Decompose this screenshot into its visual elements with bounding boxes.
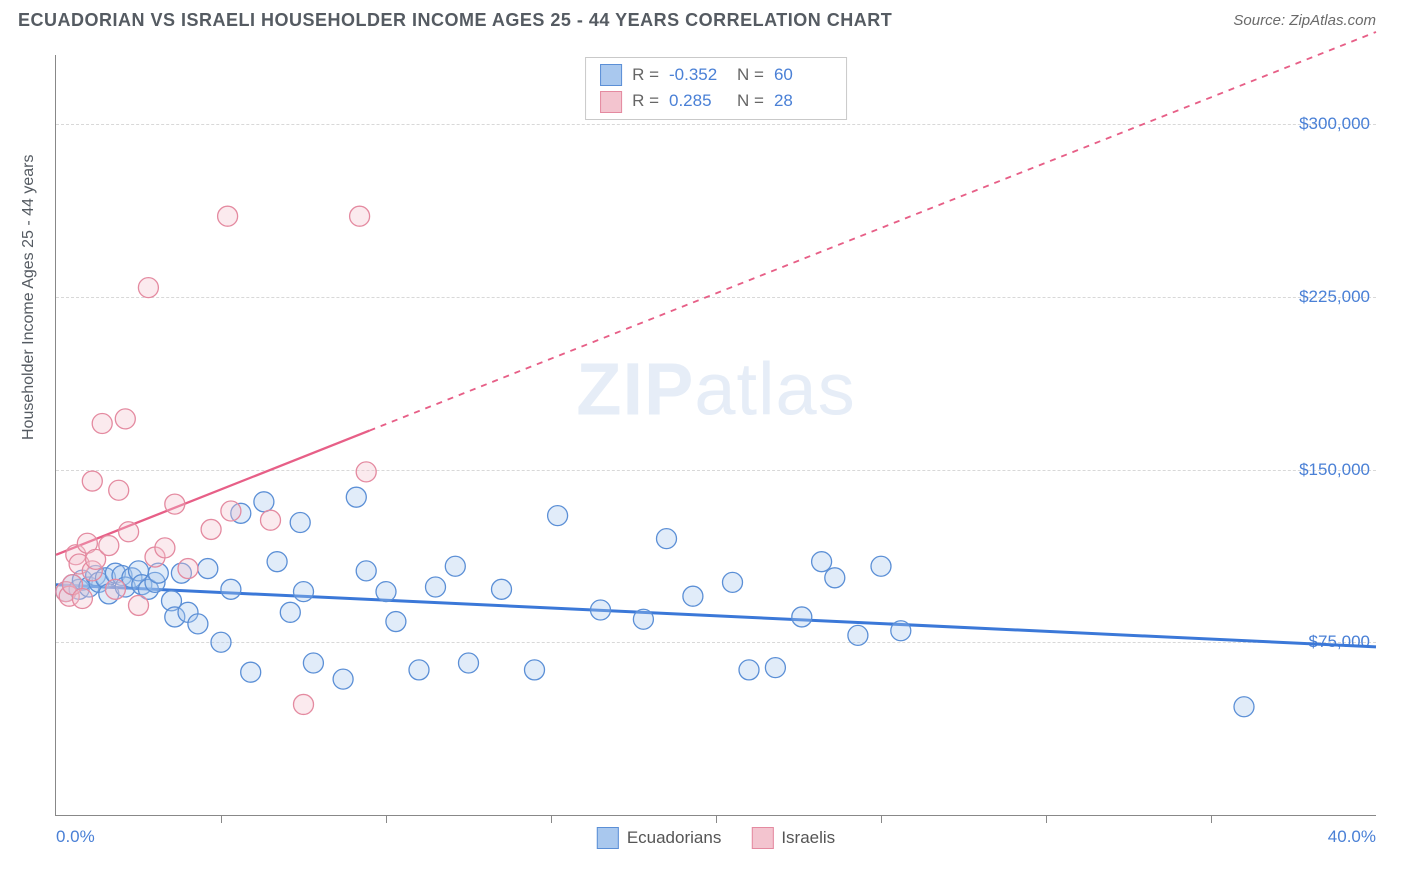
legend-label: Ecuadorians <box>627 828 722 848</box>
data-point <box>221 579 241 599</box>
data-point <box>792 607 812 627</box>
data-point <box>99 536 119 556</box>
chart-title: ECUADORIAN VS ISRAELI HOUSEHOLDER INCOME… <box>18 10 892 31</box>
data-point <box>155 538 175 558</box>
swatch-icon <box>597 827 619 849</box>
data-point <box>445 556 465 576</box>
data-point <box>201 519 221 539</box>
swatch-israelis <box>600 91 622 113</box>
data-point <box>211 632 231 652</box>
x-axis-tick <box>386 815 387 823</box>
data-point <box>409 660 429 680</box>
data-point <box>459 653 479 673</box>
data-point <box>129 595 149 615</box>
legend-correlation: R =-0.352 N =60 R =0.285 N =28 <box>585 57 847 120</box>
x-axis-tick <box>716 815 717 823</box>
data-point <box>633 609 653 629</box>
data-point <box>109 480 129 500</box>
data-point <box>119 522 139 542</box>
data-point <box>188 614 208 634</box>
legend-label: Israelis <box>781 828 835 848</box>
data-point <box>350 206 370 226</box>
data-point <box>165 494 185 514</box>
data-point <box>825 568 845 588</box>
data-point <box>178 559 198 579</box>
data-point <box>1234 697 1254 717</box>
data-point <box>891 621 911 641</box>
legend-row-israelis: R =0.285 N =28 <box>600 88 832 114</box>
data-point <box>426 577 446 597</box>
data-point <box>82 471 102 491</box>
legend-item: Israelis <box>751 827 835 849</box>
data-point <box>72 589 92 609</box>
data-point <box>492 579 512 599</box>
data-point <box>871 556 891 576</box>
data-point <box>591 600 611 620</box>
data-point <box>138 278 158 298</box>
data-point <box>218 206 238 226</box>
y-axis-title: Householder Income Ages 25 - 44 years <box>20 155 38 441</box>
trend-line-solid <box>56 585 1376 647</box>
data-point <box>376 582 396 602</box>
x-axis-min-label: 0.0% <box>56 827 95 847</box>
data-point <box>657 529 677 549</box>
data-point <box>848 625 868 645</box>
data-point <box>241 662 261 682</box>
data-point <box>346 487 366 507</box>
data-point <box>280 602 300 622</box>
legend-series: Ecuadorians Israelis <box>597 827 835 849</box>
data-point <box>548 506 568 526</box>
data-point <box>261 510 281 530</box>
data-point <box>356 462 376 482</box>
data-point <box>765 658 785 678</box>
trend-line-dashed <box>370 32 1377 431</box>
data-point <box>356 561 376 581</box>
data-point <box>723 572 743 592</box>
data-point <box>115 409 135 429</box>
data-point <box>739 660 759 680</box>
plot-area: ZIPatlas $75,000$150,000$225,000$300,000… <box>55 55 1376 816</box>
x-axis-tick <box>221 815 222 823</box>
data-point <box>303 653 323 673</box>
data-point <box>333 669 353 689</box>
data-point <box>683 586 703 606</box>
data-point <box>812 552 832 572</box>
x-axis-tick <box>1046 815 1047 823</box>
data-point <box>267 552 287 572</box>
data-point <box>386 612 406 632</box>
data-point <box>294 582 314 602</box>
data-point <box>221 501 241 521</box>
source-label: Source: ZipAtlas.com <box>1233 12 1376 29</box>
data-point <box>198 559 218 579</box>
data-point <box>525 660 545 680</box>
chart-svg <box>56 55 1376 815</box>
swatch-icon <box>751 827 773 849</box>
data-point <box>105 579 125 599</box>
data-point <box>290 513 310 533</box>
x-axis-max-label: 40.0% <box>1328 827 1376 847</box>
x-axis-tick <box>881 815 882 823</box>
data-point <box>92 413 112 433</box>
legend-row-ecuadorians: R =-0.352 N =60 <box>600 62 832 88</box>
swatch-ecuadorians <box>600 64 622 86</box>
x-axis-tick <box>551 815 552 823</box>
legend-item: Ecuadorians <box>597 827 722 849</box>
x-axis-tick <box>1211 815 1212 823</box>
data-point <box>294 694 314 714</box>
data-point <box>254 492 274 512</box>
